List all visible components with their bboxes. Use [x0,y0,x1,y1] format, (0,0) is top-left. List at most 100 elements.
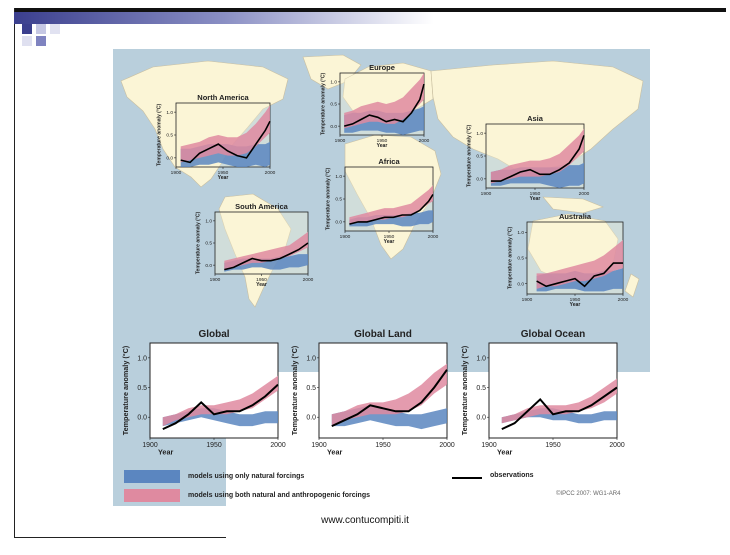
asia-x-axis-label: Year [530,196,541,202]
global-ocean-y-axis-label: Temperature anomaly (°C) [460,345,469,435]
south-america-x-axis-label: Year [256,282,267,288]
slide-left-rule [14,8,15,538]
global-ocean-observations-line [501,386,618,431]
south-america-x-tick-label: 2000 [303,277,314,283]
legend-swatch-natural [124,470,180,483]
global-ocean-x-tick-label: 1950 [545,442,560,449]
south-america-y-tick-label: 0.0 [205,263,212,269]
global-y-tick-label: 0.5 [137,385,147,392]
slide-corner-decoration [14,12,434,48]
islands-new-zealand [624,273,640,298]
global-land-y-tick-label: 1.0 [306,355,316,362]
australia-both-band [536,240,623,289]
asia-y-axis-label: Temperature anomaly (°C) [467,125,473,188]
global-land-x-axis-label: Year [327,447,342,456]
north-america-x-axis-label: Year [218,175,229,181]
continent-north-america [120,60,289,188]
global-land-title: Global Land [354,329,412,340]
europe-y-tick-label: 1.0 [330,80,337,86]
australia-x-tick-label: 2000 [618,297,629,303]
south-america-observations-line [224,242,309,271]
australia-title: Australia [559,212,592,221]
slide-top-rule [14,8,726,12]
global-land-x-tick-label: 1900 [311,442,326,449]
europe-x-tick-label: 1950 [377,138,388,144]
global-y-tick-label: 0.0 [137,415,147,422]
europe-title: Europe [369,63,395,72]
south-america-y-axis-label: Temperature anomaly (°C) [196,212,202,275]
north-america-x-tick-label: 2000 [265,170,276,176]
global-land-y-tick-label: 0.5 [306,385,316,392]
south-america-both-band [224,231,308,270]
europe-both-band [344,73,424,129]
north-america-title: North America [197,93,249,102]
north-america-both-band [180,105,270,163]
africa-y-axis-label: Temperature anomaly (°C) [326,168,332,231]
africa-x-tick-label: 1900 [340,234,351,240]
australia-x-axis-label: Year [570,302,581,308]
africa-y-tick-label: 1.0 [335,174,342,180]
slide-footer-url: www.contucompiti.it [321,515,409,526]
asia-observations-line [490,135,585,182]
south-america-y-tick-label: 0.5 [205,241,212,247]
europe-x-axis-label: Year [377,143,388,149]
australia-x-tick-label: 1900 [522,297,533,303]
world-map [120,54,644,308]
australia-y-axis-label: Temperature anomaly (°C) [508,227,514,290]
europe-y-tick-label: 0.5 [330,102,337,108]
bottom-panel [226,372,730,555]
legend-label-both: models using both natural and anthropoge… [188,492,371,499]
asia-x-tick-label: 1950 [530,191,541,197]
north-america-y-tick-label: 0.0 [166,156,173,162]
legend-swatch-both [124,489,180,502]
europe-y-tick-label: 0.0 [330,124,337,130]
australia-y-tick-label: 1.0 [517,230,524,236]
global-x-tick-label: 1950 [206,442,221,449]
south-america-x-tick-label: 1950 [256,277,267,283]
islands-indonesia [542,196,604,214]
global-both-band [162,375,278,427]
africa-x-axis-label: Year [384,239,395,245]
south-america-x-tick-label: 1900 [210,277,221,283]
global-ocean-plot-frame [488,342,618,439]
global-ocean-x-tick-label: 2000 [609,442,624,449]
global-ocean-y-tick-label: 0.0 [476,415,486,422]
continent-africa [344,134,442,260]
australia-y-tick-label: 0.0 [517,281,524,287]
legend-swatch-observations [452,477,482,479]
global-ocean-y-tick-label: 0.5 [476,385,486,392]
global-ocean-title: Global Ocean [521,329,585,340]
north-america-x-tick-label: 1900 [171,170,182,176]
global-title: Global [198,329,229,340]
global-land-x-tick-label: 2000 [439,442,454,449]
global-land-x-tick-label: 1950 [375,442,390,449]
asia-title: Asia [527,114,544,123]
north-america-x-tick-label: 1950 [218,170,229,176]
legend-label-observations: observations [490,472,534,479]
south-america-title: South America [235,202,288,211]
australia-x-tick-label: 1950 [570,297,581,303]
global-land-observations-line [331,369,448,428]
africa-y-tick-label: 0.0 [335,220,342,226]
europe-y-axis-label: Temperature anomaly (°C) [321,73,327,136]
australia-observations-line [536,262,623,288]
global-x-tick-label: 2000 [270,442,285,449]
africa-observations-line [349,193,434,225]
south-america-y-tick-label: 1.0 [205,219,212,225]
global-land-y-tick-label: 0.0 [306,415,316,422]
global-y-axis-label: Temperature anomaly (°C) [121,345,130,435]
africa-y-tick-label: 0.5 [335,197,342,203]
global-land-both-band [331,363,447,427]
global-x-tick-label: 1900 [142,442,157,449]
africa-x-tick-label: 2000 [428,234,439,240]
global-ocean-both-band [501,378,617,424]
asia-x-tick-label: 1900 [481,191,492,197]
legend-label-natural: models using only natural forcings [188,473,305,480]
asia-y-tick-label: 0.5 [476,154,483,160]
north-america-y-tick-label: 0.5 [166,133,173,139]
global-y-tick-label: 1.0 [137,355,147,362]
figure-credit: ©IPCC 2007: WG1-AR4 [556,491,621,497]
global-ocean-x-axis-label: Year [497,447,512,456]
africa-x-tick-label: 1950 [384,234,395,240]
